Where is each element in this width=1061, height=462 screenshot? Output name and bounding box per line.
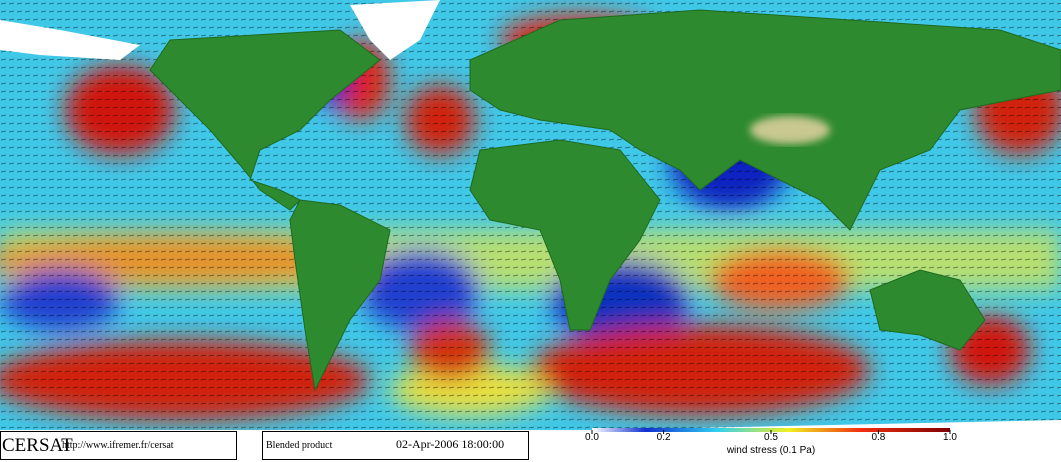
ice xyxy=(0,0,1061,430)
footer: CERSAT http://www.ifremer.fr/cersat Blen… xyxy=(0,428,1061,462)
url: http://www.ifremer.fr/cersat xyxy=(62,440,174,451)
logo-box xyxy=(0,431,237,460)
product: Blended product xyxy=(266,440,333,451)
colorbar-title: wind stress (0.1 Pa) xyxy=(726,445,815,456)
logo: CERSAT xyxy=(2,435,73,456)
colorbar-tick-label: 1.0 xyxy=(943,432,957,443)
colorbar-tick-label: 0.8 xyxy=(871,432,885,443)
date: 02-Apr-2006 18:00:00 xyxy=(396,437,504,451)
colorbar-tick-label: 0.0 xyxy=(585,432,599,443)
colorbar-tick-label: 0.2 xyxy=(657,432,671,443)
land xyxy=(149,9,1061,392)
info-box xyxy=(262,431,529,460)
colorbar-tick-label: 0.5 xyxy=(764,432,778,443)
